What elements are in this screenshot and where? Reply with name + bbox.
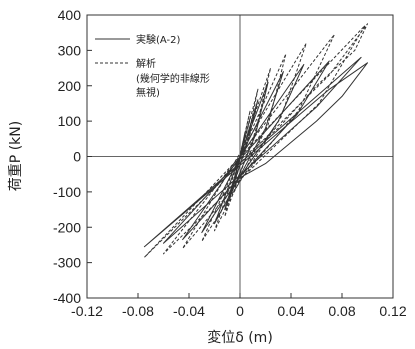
legend-label-experiment: 実験(A-2) xyxy=(136,33,180,46)
x-tick-label: -0.08 xyxy=(122,303,154,319)
y-tick-label: 200 xyxy=(58,78,82,94)
x-tick-label: -0.04 xyxy=(173,303,205,319)
x-tick-label: -0.12 xyxy=(71,303,103,319)
y-tick-label: 100 xyxy=(58,113,82,129)
x-tick-label: 0.04 xyxy=(277,303,304,319)
y-axis-ticks: 400 300 200 100 0 -100 -200 -300 -400 xyxy=(53,7,92,306)
y-tick-label: 0 xyxy=(73,149,81,165)
x-axis-title: 変位δ (m) xyxy=(207,329,273,346)
x-tick-label: 0 xyxy=(236,303,244,319)
series-layer xyxy=(143,23,368,258)
y-tick-label: 300 xyxy=(58,42,82,58)
y-tick-label: -100 xyxy=(53,184,81,200)
legend-label-analysis-note-1: (幾何学的非線形 xyxy=(136,72,210,85)
y-tick-label: -400 xyxy=(53,290,81,306)
y-tick-label: -200 xyxy=(53,219,81,235)
series-line-analysis xyxy=(143,23,368,258)
y-axis-title: 荷重P (kN) xyxy=(8,121,24,191)
legend: 実験(A-2) 解析 (幾何学的非線形 無視) xyxy=(95,33,210,99)
series-line-experiment xyxy=(143,56,368,248)
x-axis-ticks: -0.12 -0.08 -0.04 0 0.04 0.08 0.12 xyxy=(71,293,407,319)
x-tick-label: 0.08 xyxy=(328,303,355,319)
legend-label-analysis: 解析 xyxy=(136,57,156,70)
x-tick-label: 0.12 xyxy=(379,303,406,319)
y-tick-label: 400 xyxy=(58,7,82,23)
y-tick-label: -300 xyxy=(53,255,81,271)
legend-label-analysis-note-2: 無視) xyxy=(136,86,160,99)
